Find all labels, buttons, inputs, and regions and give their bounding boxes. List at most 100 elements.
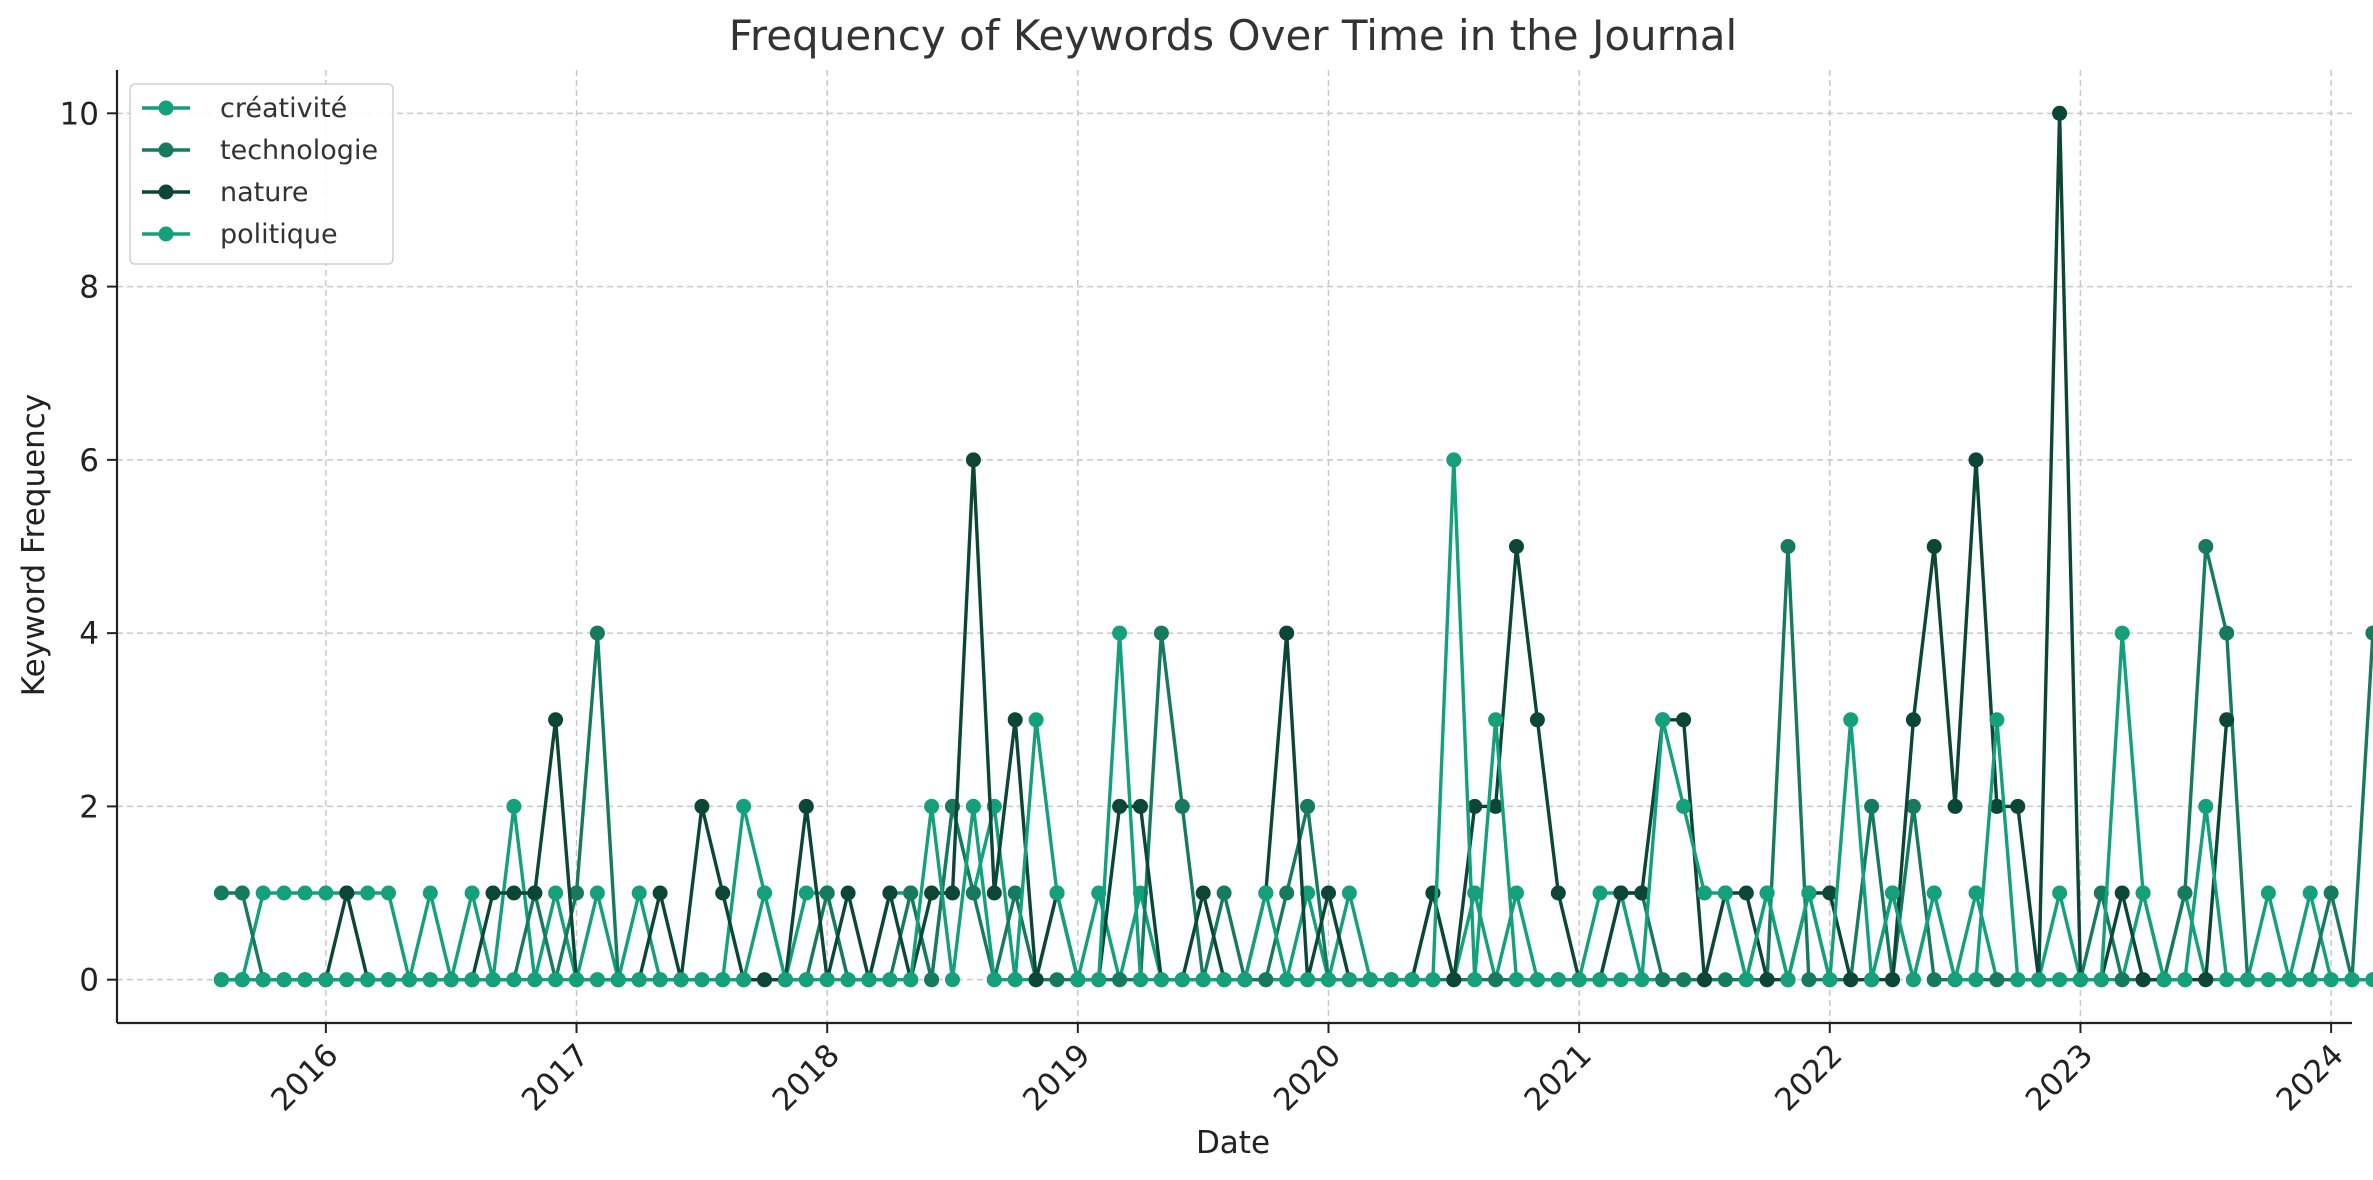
data-point <box>1049 885 1065 901</box>
y-tick-label: 4 <box>79 616 99 652</box>
data-point <box>2198 539 2214 554</box>
data-point <box>757 972 772 988</box>
data-point <box>1112 972 1128 988</box>
data-point <box>276 972 292 988</box>
data-point <box>1864 972 1880 988</box>
data-point <box>506 798 522 814</box>
data-point <box>443 972 459 988</box>
data-point <box>589 972 605 988</box>
data-point <box>548 712 564 728</box>
data-point <box>736 972 752 988</box>
data-point <box>2031 972 2047 988</box>
x-tick-label: 2020 <box>1267 1037 1348 1118</box>
chart-title: Frequency of Keywords Over Time in the J… <box>729 11 1737 60</box>
legend-item: créativité <box>142 93 347 124</box>
data-point <box>1697 885 1712 901</box>
data-point <box>527 885 543 901</box>
data-point <box>1529 712 1545 728</box>
data-point <box>1028 972 1044 988</box>
data-point <box>1905 798 1921 814</box>
data-point <box>965 798 981 814</box>
data-point <box>1759 885 1775 901</box>
data-point <box>610 972 626 988</box>
data-point <box>1509 972 1524 988</box>
data-point <box>1488 972 1504 988</box>
data-point <box>631 972 647 988</box>
data-point <box>1634 972 1650 988</box>
data-point <box>2365 625 2373 641</box>
data-point <box>1279 972 1295 988</box>
data-point <box>736 798 752 814</box>
data-point <box>1467 798 1483 814</box>
data-point <box>945 972 960 988</box>
data-point <box>1362 972 1378 988</box>
y-tick-label: 10 <box>60 96 99 132</box>
data-point <box>464 885 480 901</box>
data-point <box>213 885 229 901</box>
data-point <box>2219 625 2235 641</box>
data-point <box>2323 885 2339 901</box>
legend-label: créativité <box>220 93 347 124</box>
data-point <box>1780 972 1796 988</box>
data-point <box>1446 972 1462 988</box>
legend-item: politique <box>142 219 338 250</box>
data-point <box>1926 972 1942 988</box>
x-tick-label: 2018 <box>766 1037 847 1118</box>
data-point <box>1592 885 1608 901</box>
data-point <box>1300 798 1316 814</box>
data-point <box>1676 972 1692 988</box>
data-point <box>945 885 960 901</box>
data-point <box>2114 972 2130 988</box>
data-point <box>652 972 668 988</box>
data-point <box>1300 972 1316 988</box>
data-point <box>1697 972 1712 988</box>
data-point <box>1843 972 1859 988</box>
data-point <box>1738 972 1754 988</box>
data-point <box>819 972 835 988</box>
data-point <box>422 885 438 901</box>
data-point <box>2156 972 2172 988</box>
data-point <box>339 972 355 988</box>
data-point <box>715 972 731 988</box>
legend-marker <box>158 226 174 242</box>
data-point <box>2052 972 2068 988</box>
data-point <box>360 972 376 988</box>
data-point <box>2344 972 2360 988</box>
data-point <box>924 798 940 814</box>
series-line <box>221 458 2373 982</box>
data-point <box>318 885 334 901</box>
data-point <box>2135 885 2151 901</box>
data-point <box>1571 972 1587 988</box>
legend-label: technologie <box>220 135 378 166</box>
data-point <box>861 972 877 988</box>
data-point <box>381 885 396 901</box>
data-point <box>1153 972 1169 988</box>
data-point <box>2240 972 2256 988</box>
y-tick-label: 0 <box>79 963 99 999</box>
data-point <box>1174 798 1190 814</box>
data-point <box>2281 972 2297 988</box>
data-point <box>1321 972 1336 988</box>
legend-item: technologie <box>142 135 378 166</box>
data-point <box>1112 625 1128 641</box>
data-point <box>339 885 355 901</box>
data-point <box>2135 972 2151 988</box>
data-point <box>2010 972 2026 988</box>
data-point <box>569 972 584 988</box>
grid <box>117 70 2352 1023</box>
data-point <box>1989 712 2005 728</box>
data-point <box>276 885 292 901</box>
data-point <box>1968 885 1984 901</box>
data-point <box>1655 972 1671 988</box>
data-point <box>2198 798 2214 814</box>
data-point <box>1007 972 1023 988</box>
data-point <box>757 885 772 901</box>
data-point <box>569 885 584 901</box>
data-point <box>548 972 564 988</box>
legend-label: politique <box>220 219 338 250</box>
data-point <box>213 972 229 988</box>
data-point <box>297 885 313 901</box>
data-point <box>694 972 710 988</box>
data-point <box>1509 885 1524 901</box>
